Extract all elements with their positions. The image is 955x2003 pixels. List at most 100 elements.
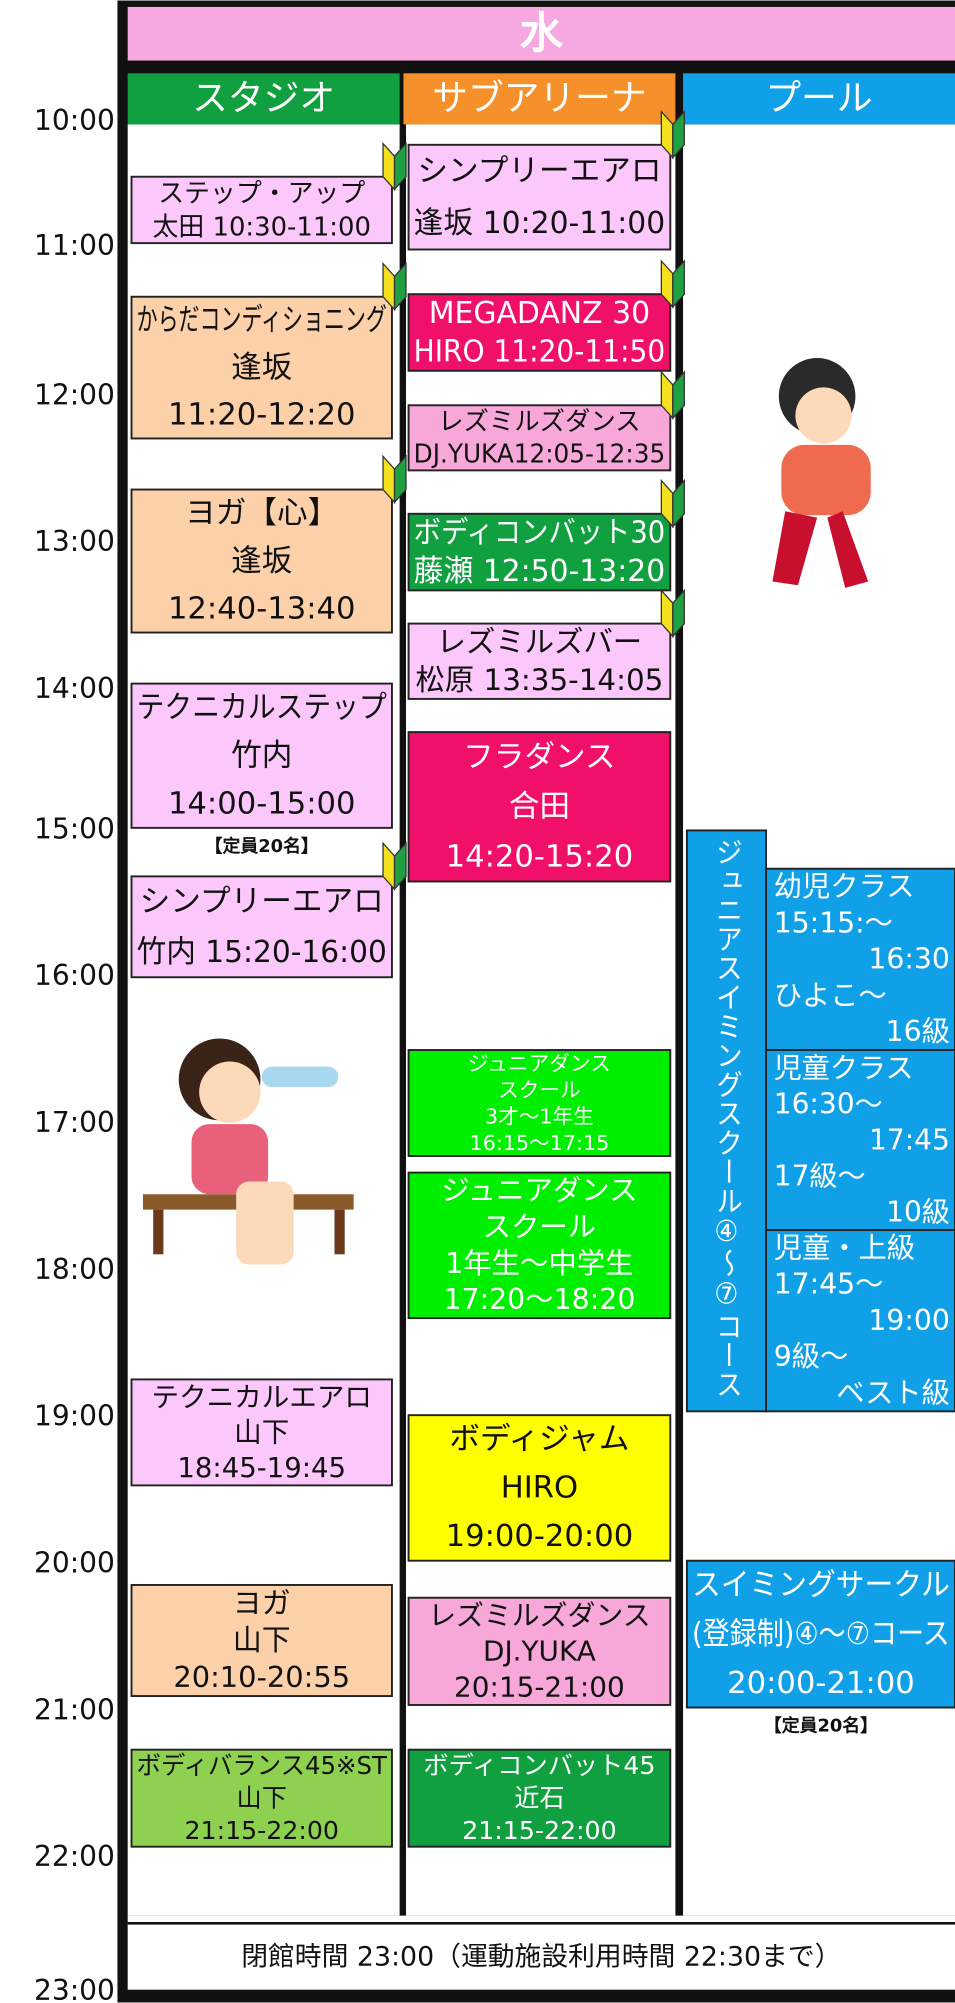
class-box [407,731,672,883]
class-text: 山下 [233,1623,291,1657]
time-label: 22:00 [34,1840,115,1873]
class-text: レズミルズダンス [438,406,640,436]
time-label: 14:00 [34,672,115,705]
class-text: シンプリーエアロ [417,154,661,189]
class-box [407,1049,672,1157]
class-text: 竹内 [231,739,292,774]
time-label: 19:00 [34,1400,115,1433]
class-note: 【定員20名】 [764,1715,878,1737]
class-text: 19:00 [868,1304,949,1337]
class-text: 12:40-13:40 [168,591,356,626]
class-text: ステップ・アップ [158,179,365,209]
class-text: 17:20〜18:20 [443,1283,635,1316]
class-text: HIRO [501,1471,578,1506]
class-box [407,404,672,472]
class-text: 21:15-22:00 [185,1816,339,1845]
class-text: 15:15:〜 [774,906,893,939]
class-box [765,867,955,1051]
class-text: 竹内 15:20-16:00 [137,935,387,970]
class-text: 17:45 [869,1123,950,1156]
class-text: 11:20-12:20 [168,398,356,433]
day-label: 水 [520,9,564,59]
beginner-mark [672,109,685,160]
column-header [683,73,955,125]
class-text: ボディジャム [449,1422,629,1457]
class-text: テクニカルエアロ [152,1381,372,1413]
class-text: 児童・上級 [774,1231,915,1264]
class-text: 逢坂 [231,350,292,385]
class-text: DJ.YUKA12:05-12:35 [414,438,666,468]
class-note: 【定員20名】 [205,835,319,857]
class-box [407,1748,672,1848]
junior-title: ジュニアスイミングスクール④〜⑦コース [711,837,742,1399]
class-text: シンプリーエアロ [140,884,384,919]
class-text: からだコンディショニング [137,303,387,338]
class-text: 18:45-19:45 [177,1452,346,1484]
illustration-rest [142,1038,354,1265]
day-header [127,6,955,61]
class-box [130,488,393,634]
class-text: 20:15-21:00 [454,1670,625,1703]
class-text: 松原 13:35-14:05 [415,663,663,697]
beginner-mark [393,141,407,192]
class-text: 14:00-15:00 [168,787,356,822]
column-header [403,73,676,125]
class-box [765,1229,955,1413]
beginner-mark [393,454,407,504]
class-text: DJ.YUKA [483,1635,596,1668]
class-text: 16級 [886,1015,950,1048]
class-box [130,875,393,979]
time-label: 16:00 [34,959,115,992]
class-text: 児童クラス [774,1051,914,1084]
class-text: ボディコンバット30 [414,516,666,551]
class-text: 藤瀬 12:50-13:20 [414,554,666,589]
beginner-mark [672,478,685,529]
class-text: ベスト級 [836,1376,950,1409]
class-box [685,1559,955,1709]
class-box [765,1049,955,1231]
class-text: ジュニアダンス [468,1052,611,1076]
class-text: 19:00-20:00 [446,1519,634,1554]
class-box [130,1748,393,1848]
class-text: 3才〜1年生 [485,1105,594,1129]
time-label: 10:00 [34,104,115,137]
class-text: 17:45〜 [774,1268,884,1301]
class-text: 9級〜 [774,1340,849,1373]
class-box [407,512,672,592]
class-box [407,293,672,372]
class-text: 20:10-20:55 [173,1660,350,1694]
column-header-label: スタジオ [192,78,335,119]
class-box [130,682,393,829]
class-text: 逢坂 10:20-11:00 [414,206,666,241]
class-box [130,175,393,245]
class-text: ボディバランス45※ST [137,1751,388,1780]
class-text: ひよこ〜 [774,979,887,1012]
class-text: スクール [498,1078,581,1102]
footer-text: 閉館時間 23:00（運動施設利用時間 22:30まで） [241,1941,841,1972]
class-text: 10級 [886,1195,950,1228]
class-text: ヨガ【心】 [185,496,338,531]
class-text: HIRO 11:20-11:50 [414,334,666,369]
class-box [407,1171,672,1320]
class-text: スクール [483,1210,597,1243]
time-label: 18:00 [34,1253,115,1286]
class-text: テクニカルステップ [137,690,388,725]
class-text: 14:20-15:20 [446,839,634,874]
class-text: フラダンス [463,740,616,775]
class-text: レズミルズダンス [428,1599,650,1632]
column-header [127,73,400,125]
class-box [130,295,393,440]
time-label: 11:00 [34,229,115,262]
column-header-label: プール [765,78,872,119]
illustration-exercise [772,358,871,588]
time-label: 12:00 [34,378,115,411]
column-header-label: サブアリーナ [432,78,646,119]
beginner-mark [393,261,407,312]
class-text: 山下 [234,1417,289,1449]
class-text: 16:30 [868,943,949,976]
class-text: MEGADANZ 30 [429,296,650,331]
class-box [407,143,672,251]
